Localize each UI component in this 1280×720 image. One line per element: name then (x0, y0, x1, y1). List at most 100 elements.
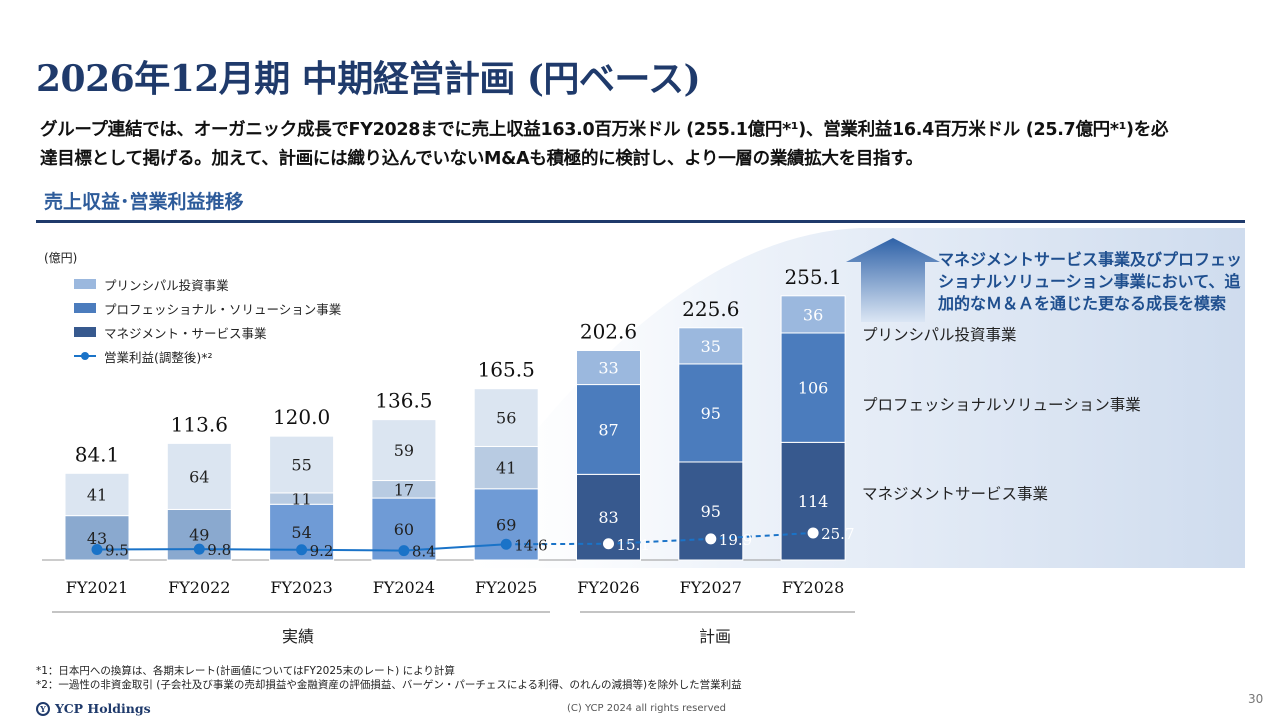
profit-point (500, 538, 512, 550)
bar-value-label: 55 (291, 456, 311, 475)
bar-total-label: 225.6 (682, 297, 739, 321)
bar-total-label: 113.6 (171, 412, 228, 436)
profit-value-label: 9.5 (105, 541, 129, 559)
bar-total-label: 255.1 (784, 265, 841, 289)
profit-line-segment (301, 548, 404, 552)
bar-value-label: 59 (394, 441, 414, 460)
legend-item-management: マネジメント・サービス事業 (74, 320, 341, 344)
bar-value-label: 41 (87, 485, 107, 504)
growth-arrow (846, 238, 940, 322)
bar-value-label: 11 (291, 490, 311, 509)
profit-value-label: 19.9 (719, 531, 752, 549)
bar-value-label: 36 (803, 305, 823, 324)
bar-segment (678, 363, 744, 463)
legend-label: 営業利益(調整後)*² (104, 349, 213, 365)
bar-segment (576, 384, 641, 475)
x-tick-label: FY2026 (577, 578, 639, 597)
segment-label-management: マネジメントサービス事業 (862, 485, 1049, 503)
footnote-2: *2：一過性の非資金取引 (子会社及び事業の売却損益や金融資産の評価損益、バーゲ… (36, 679, 742, 691)
chart-legend: プリンシパル投資事業 プロフェッショナル・ソリューション事業 マネジメント・サー… (74, 272, 341, 368)
footnote-1: *1：日本円への換算は、各期末レート(計画値についてはFY2025末のレート) … (36, 665, 455, 677)
profit-line-segment (403, 543, 507, 552)
chart-unit: (億円) (44, 251, 78, 265)
profit-point (296, 544, 308, 556)
profit-value-label: 14.6 (514, 536, 547, 554)
x-tick-label: FY2027 (680, 578, 742, 597)
x-tick-label: FY2022 (168, 578, 230, 597)
bar-value-label: 60 (394, 520, 414, 539)
profit-line-segment (199, 548, 302, 551)
profit-value-label: 8.4 (412, 543, 436, 561)
legend-swatch (74, 327, 96, 337)
bar-segment (166, 442, 232, 510)
bar-value-label: 69 (496, 515, 516, 534)
x-tick-label: FY2025 (475, 578, 537, 597)
x-tick-label: FY2028 (782, 578, 844, 597)
profit-value-label: 15.1 (617, 536, 650, 554)
bar-value-label: 54 (291, 523, 311, 542)
bar-segment (269, 435, 335, 494)
legend-label: マネジメント・サービス事業 (104, 325, 267, 341)
x-tick-label: FY2023 (270, 578, 332, 597)
legend-item-operating-profit: 営業利益(調整後)*² (74, 344, 341, 368)
bar-value-label: 114 (798, 492, 829, 511)
bar-total-label: 202.6 (580, 320, 637, 344)
profit-value-label: 9.2 (310, 542, 334, 560)
legend-line-marker (74, 352, 96, 360)
bar-value-label: 87 (598, 420, 618, 439)
profit-point (807, 527, 819, 539)
profit-point (603, 538, 614, 550)
bar-total-label: 136.5 (375, 389, 432, 413)
page-number: 30 (1248, 692, 1264, 706)
page-title: 2026年12月期 中期経営計画 (円ベース) (36, 58, 701, 100)
bar-segment (64, 472, 130, 517)
section-title: 売上収益･営業利益推移 (44, 191, 244, 213)
bar-value-label: 106 (798, 379, 829, 398)
bar-value-label: 49 (189, 526, 209, 545)
period-label-plan: 計画 (699, 627, 732, 646)
bar-total-label: 165.5 (478, 358, 535, 382)
profit-line-segment (506, 542, 609, 546)
legend-item-principal: プリンシパル投資事業 (74, 272, 341, 296)
section-rule (36, 220, 1245, 223)
bar-value-label: 41 (496, 459, 516, 478)
x-tick-label: FY2024 (373, 578, 435, 597)
bar-value-label: 95 (701, 502, 721, 521)
company-logo: Y YCP Holdings (36, 701, 151, 716)
bar-value-label: 56 (496, 409, 516, 428)
bar-segment (678, 327, 744, 365)
bar-total-label: 120.0 (273, 405, 330, 429)
bar-value-label: 33 (598, 359, 618, 378)
profit-point (91, 543, 103, 555)
summary-line-2: 達目標として掲げる。加えて、計画には織り込んでいないM&Aも積極的に検討し、より… (40, 149, 923, 169)
legend-label: プロフェッショナル・ソリューション事業 (104, 301, 342, 317)
bar-segment (473, 445, 539, 490)
bar-value-label: 83 (598, 508, 618, 527)
bar-total-label: 84.1 (75, 442, 120, 466)
legend-item-professional: プロフェッショナル・ソリューション事業 (74, 296, 341, 320)
profit-point (398, 545, 410, 557)
x-tick-label: FY2021 (66, 578, 128, 597)
profit-line-segment (710, 531, 814, 540)
bar-segment (780, 295, 846, 334)
bar-value-label: 35 (701, 337, 721, 356)
bar-segment (576, 350, 641, 386)
ycp-logo-icon: Y (36, 701, 50, 716)
profit-point (705, 533, 717, 545)
copyright: (C) YCP 2024 all rights reserved (567, 703, 727, 714)
legend-swatch (74, 303, 96, 313)
bar-segment (473, 388, 539, 447)
profit-value-label: 9.8 (207, 541, 231, 559)
bar-segment (371, 419, 437, 482)
summary-line-1: グループ連結では、オーガニック成長でFY2028までに売上収益163.0百万米ド… (40, 120, 1169, 140)
profit-value-label: 25.7 (821, 525, 854, 543)
bar-value-label: 95 (701, 404, 721, 423)
bar-value-label: 17 (394, 480, 414, 499)
segment-label-professional: プロフェッショナルソリューション事業 (862, 396, 1141, 414)
profit-line-segment (608, 537, 711, 545)
bar-value-label: 43 (87, 529, 107, 548)
legend-swatch (74, 279, 96, 289)
segment-label-principal: プリンシパル投資事業 (862, 326, 1017, 344)
logo-text: YCP Holdings (55, 701, 151, 716)
